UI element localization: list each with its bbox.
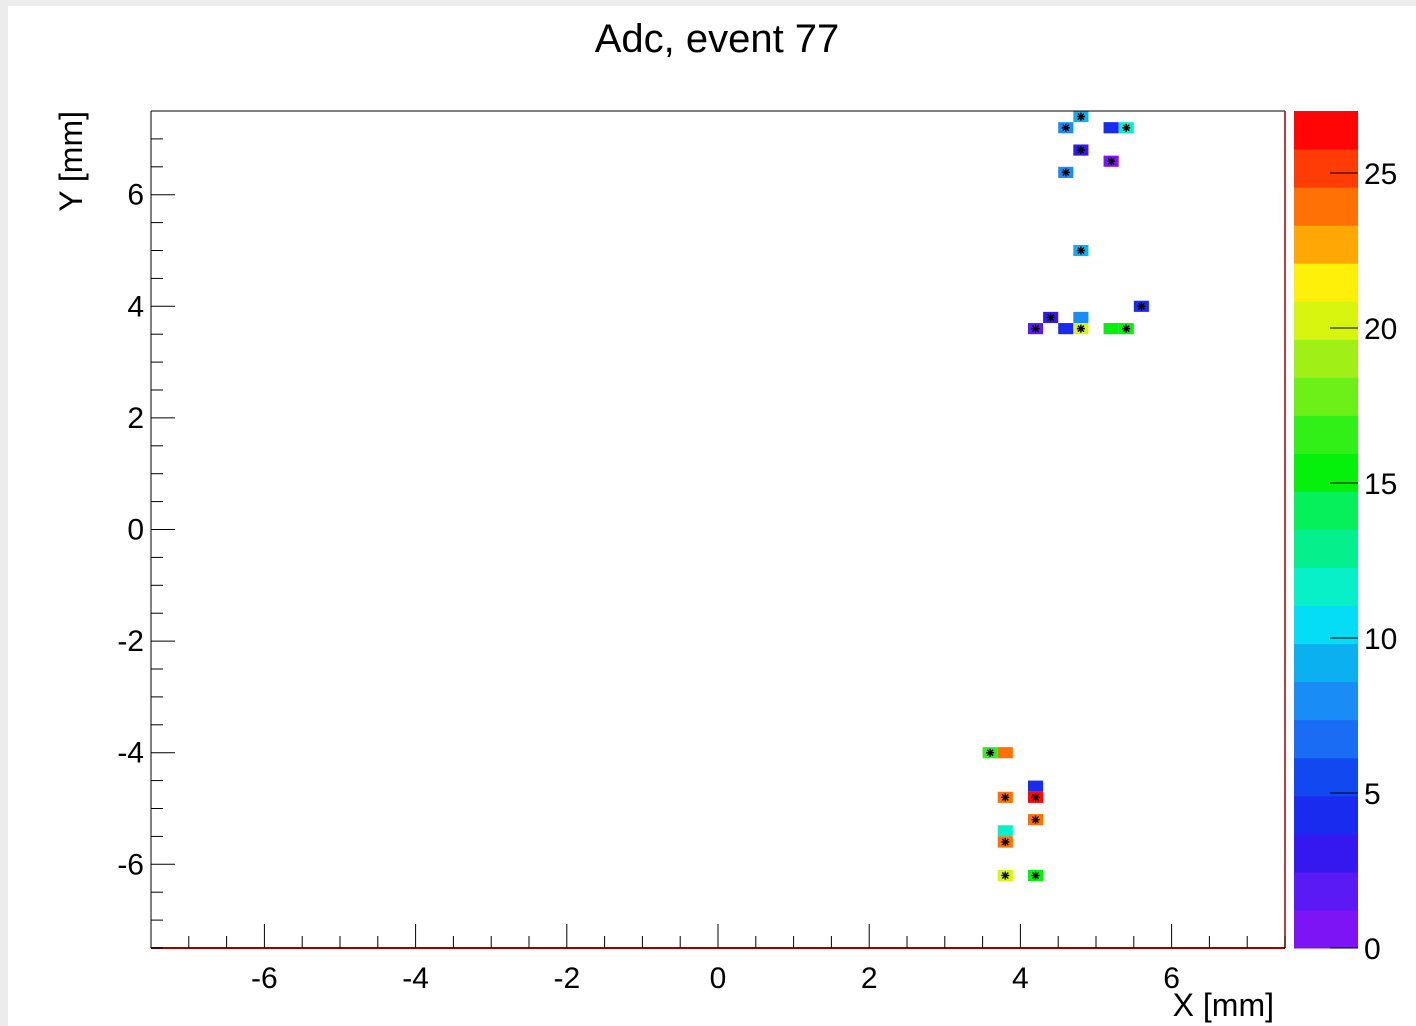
cell-marker — [1137, 302, 1146, 311]
cell-marker — [1001, 793, 1010, 802]
heatmap-cell — [1103, 122, 1119, 134]
colorbar-tick-label: 0 — [1364, 933, 1381, 966]
cell-marker — [1031, 324, 1040, 333]
y-tick-label: -6 — [117, 848, 144, 881]
axes: -6 -4 -2 0 2 4 6 -6 -4 -2 0 2 4 6 — [117, 110, 1286, 995]
colorbar-swatch — [1294, 795, 1358, 835]
y-tick-label: -4 — [117, 737, 144, 770]
heatmap-cell — [1058, 323, 1074, 335]
colorbar-swatch — [1294, 263, 1358, 302]
colorbar-swatch — [1294, 415, 1358, 454]
colorbar-swatch — [1294, 339, 1358, 378]
colorbar-tick-label: 25 — [1364, 158, 1397, 191]
cell-marker — [1031, 815, 1040, 824]
colorbar-swatch — [1294, 681, 1358, 721]
colorbar-swatch — [1294, 111, 1358, 150]
colorbar-swatch — [1294, 871, 1358, 911]
cell-marker — [1001, 871, 1010, 880]
cell-marker — [1001, 837, 1010, 846]
cell-marker — [1061, 168, 1070, 177]
y-tick-label: 6 — [127, 179, 144, 212]
colorbar-swatch — [1294, 149, 1358, 188]
x-tick-label: 4 — [1012, 962, 1029, 995]
x-tick-label: 6 — [1163, 962, 1180, 995]
heatmap-cell — [1103, 323, 1119, 335]
cell-marker — [1107, 157, 1116, 166]
colorbar-swatch — [1294, 643, 1358, 683]
colorbar-swatch — [1294, 225, 1358, 264]
cell-marker — [1061, 123, 1070, 132]
heatmap-cell — [1073, 311, 1089, 324]
heatmap-cells — [982, 111, 1149, 882]
cell-marker — [1122, 324, 1131, 333]
x-tick-label: 2 — [861, 962, 878, 995]
colorbar-swatch — [1294, 567, 1358, 607]
cell-marker — [1031, 871, 1040, 880]
y-tick-label: -2 — [117, 625, 144, 658]
heatmap-cell — [997, 825, 1013, 837]
y-axis-label: Y [mm] — [53, 111, 89, 212]
colorbar-tick-label: 20 — [1364, 313, 1397, 346]
cell-marker — [1046, 313, 1055, 322]
cell-marker — [1076, 146, 1085, 155]
x-tick-label: -4 — [402, 962, 429, 995]
y-tick-label: 0 — [127, 514, 144, 547]
colorbar-swatch — [1294, 187, 1358, 226]
colorbar-tick-label: 10 — [1364, 623, 1397, 656]
colorbar-tick-label: 15 — [1364, 468, 1397, 501]
chart-svg: Adc, event 77 X [mm] Y [mm] -6 -4 -2 0 2 4 6-6… — [53, 17, 1397, 1023]
x-tick-label: -6 — [251, 962, 278, 995]
colorbar-swatch — [1294, 833, 1358, 873]
cell-marker — [1076, 246, 1085, 255]
y-tick-label: 2 — [127, 402, 144, 435]
x-axis-label: X [mm] — [1173, 987, 1274, 1023]
colorbar-swatch — [1294, 909, 1358, 949]
colorbar-swatch — [1294, 453, 1358, 492]
x-tick-label: -2 — [553, 962, 580, 995]
cell-marker — [1122, 123, 1131, 132]
cell-marker — [1031, 793, 1040, 802]
colorbar-swatch — [1294, 491, 1358, 530]
colorbar: 0 5 10 15 20 25 — [1294, 111, 1397, 966]
cell-marker — [1076, 112, 1085, 121]
heatmap-cell — [1027, 780, 1044, 792]
colorbar-swatch — [1294, 301, 1358, 340]
heatmap-cell — [997, 747, 1013, 759]
colorbar-swatch — [1294, 757, 1358, 797]
colorbar-swatch — [1294, 719, 1358, 759]
colorbar-swatch — [1294, 377, 1358, 416]
chart-canvas: Adc, event 77 X [mm] Y [mm] -6 -4 -2 0 2 4 6 -6… — [8, 6, 1416, 1026]
y-tick-label: 4 — [127, 290, 144, 323]
cell-marker — [986, 748, 995, 757]
chart-title: Adc, event 77 — [595, 17, 840, 61]
x-tick-label: 0 — [710, 962, 727, 995]
colorbar-swatch — [1294, 529, 1358, 569]
colorbar-tick-label: 5 — [1364, 778, 1381, 811]
cell-marker — [1076, 324, 1085, 333]
